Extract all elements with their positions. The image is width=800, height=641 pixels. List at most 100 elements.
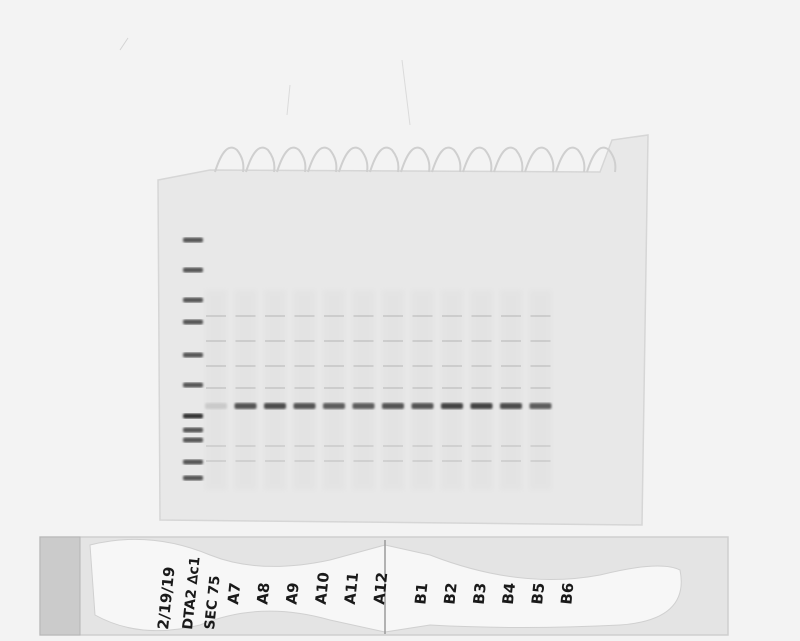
ladder-band	[183, 475, 203, 481]
main-band	[293, 403, 316, 409]
minor-band	[442, 387, 462, 389]
minor-band	[206, 340, 226, 342]
well-outline	[431, 146, 462, 173]
minor-band	[530, 445, 551, 447]
lane-label: B5	[528, 582, 548, 606]
minor-band	[206, 387, 226, 389]
minor-band	[235, 445, 256, 447]
minor-band	[294, 445, 315, 447]
minor-band	[353, 445, 374, 447]
minor-band	[501, 365, 521, 367]
lane-label: B4	[499, 582, 519, 606]
minor-band	[206, 460, 226, 462]
lane-label: A8	[253, 582, 273, 606]
well-outline	[307, 146, 338, 173]
minor-band	[412, 387, 433, 389]
ladder-band	[183, 319, 203, 325]
minor-band	[501, 340, 521, 342]
gel-lanes	[205, 290, 552, 490]
main-band	[205, 403, 227, 409]
minor-band	[383, 387, 403, 389]
minor-band	[206, 365, 226, 367]
handwritten-metadata: 2/19/19 DTA2 ∆c1 SEC 75	[154, 556, 224, 631]
minor-band	[235, 460, 256, 462]
main-band	[323, 403, 345, 409]
lane-label: A12	[370, 571, 391, 605]
ladder-band	[183, 427, 203, 433]
well-outline	[462, 146, 493, 173]
ladder-band	[183, 267, 203, 273]
minor-band	[265, 340, 285, 342]
minor-band	[471, 445, 492, 447]
minor-band	[530, 460, 551, 462]
main-band	[411, 403, 434, 409]
minor-band	[383, 460, 403, 462]
minor-band	[235, 365, 256, 367]
lane-label: A9	[282, 582, 302, 606]
minor-band	[235, 315, 256, 317]
lane-label: B3	[470, 582, 490, 606]
minor-band	[412, 365, 433, 367]
minor-band	[383, 365, 403, 367]
gel-wells	[214, 146, 617, 173]
minor-band	[294, 315, 315, 317]
well-outline	[276, 146, 307, 173]
method-label: SEC 75	[202, 575, 224, 631]
well-outline	[524, 146, 555, 173]
well-outline	[586, 146, 617, 173]
minor-band	[324, 387, 344, 389]
main-band	[234, 403, 257, 409]
main-band	[352, 403, 375, 409]
minor-band	[324, 365, 344, 367]
minor-band	[206, 445, 226, 447]
minor-band	[412, 340, 433, 342]
minor-band	[265, 387, 285, 389]
ladder-band	[183, 459, 203, 465]
minor-band	[353, 387, 374, 389]
ladder-band	[183, 437, 203, 443]
main-band	[264, 403, 286, 409]
minor-band	[442, 365, 462, 367]
minor-band	[501, 387, 521, 389]
minor-band	[353, 365, 374, 367]
minor-band	[235, 387, 256, 389]
minor-band	[471, 315, 492, 317]
ladder-band	[183, 237, 203, 243]
main-band	[382, 403, 404, 409]
minor-band	[324, 460, 344, 462]
minor-band	[442, 315, 462, 317]
lane-label: A10	[312, 571, 333, 605]
lane-label: B6	[557, 582, 577, 606]
minor-band	[471, 365, 492, 367]
minor-band	[206, 315, 226, 317]
well-outline	[214, 146, 245, 173]
minor-band	[353, 315, 374, 317]
minor-band	[530, 315, 551, 317]
minor-band	[383, 340, 403, 342]
ladder-band	[183, 382, 203, 388]
minor-band	[501, 315, 521, 317]
minor-band	[324, 445, 344, 447]
lane-labels: A7 A8 A9 A10 A11 A12 B1 B2 B3 B4 B5 B6	[224, 571, 577, 605]
minor-band	[383, 315, 403, 317]
minor-band	[530, 340, 551, 342]
minor-band	[442, 460, 462, 462]
minor-band	[353, 460, 374, 462]
minor-band	[265, 460, 285, 462]
lane-label: B2	[440, 582, 460, 606]
minor-band	[471, 387, 492, 389]
ladder-band	[183, 297, 203, 303]
minor-band	[442, 340, 462, 342]
minor-band	[442, 445, 462, 447]
ladder-band	[183, 352, 203, 358]
lane-label: A11	[341, 571, 362, 605]
minor-band	[324, 315, 344, 317]
minor-band	[501, 445, 521, 447]
minor-band	[265, 315, 285, 317]
well-outline	[493, 146, 524, 173]
minor-band	[294, 365, 315, 367]
minor-band	[412, 315, 433, 317]
main-band	[529, 403, 552, 409]
well-outline	[369, 146, 400, 173]
